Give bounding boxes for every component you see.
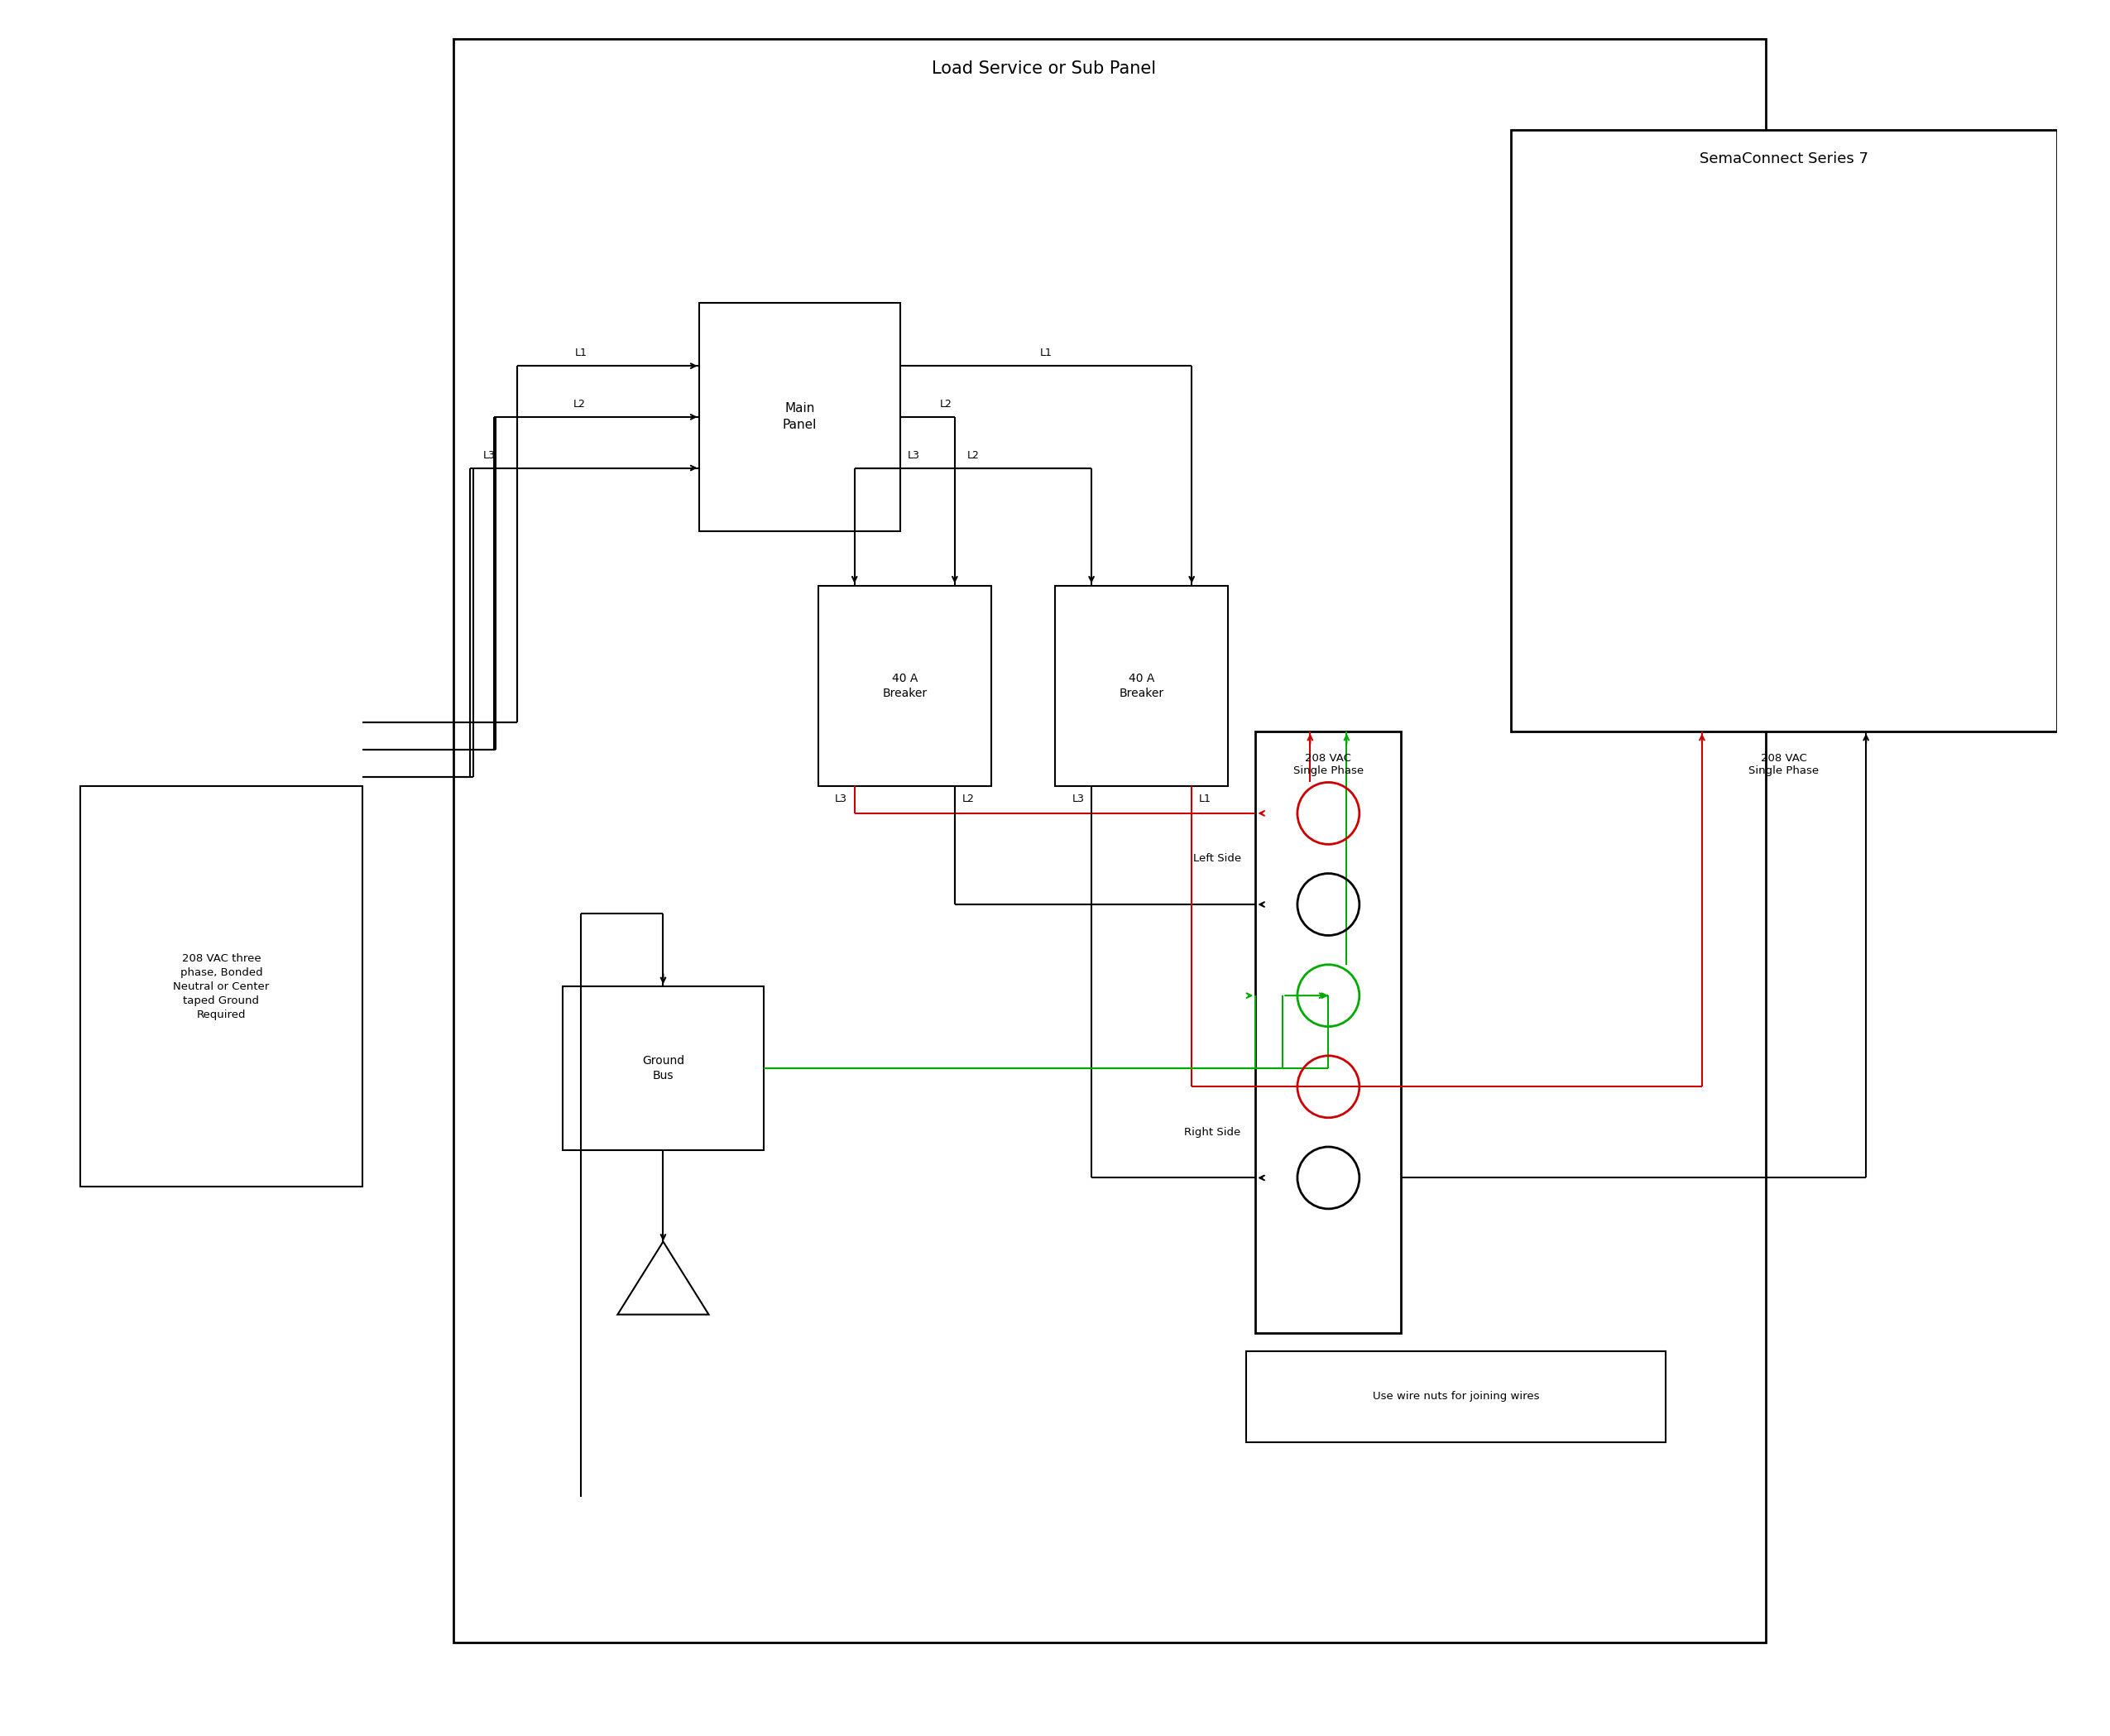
Text: Ground
Bus: Ground Bus: [641, 1055, 684, 1082]
Text: L2: L2: [574, 399, 584, 410]
Bar: [1247, 1351, 1665, 1443]
Text: Right Side: Right Side: [1184, 1127, 1241, 1137]
Text: Main
Panel: Main Panel: [783, 403, 817, 431]
Text: Left Side: Left Side: [1192, 854, 1241, 865]
Bar: [1255, 731, 1401, 1333]
Text: 208 VAC three
phase, Bonded
Neutral or Center
taped Ground
Required: 208 VAC three phase, Bonded Neutral or C…: [173, 953, 270, 1021]
Text: Use wire nuts for joining wires: Use wire nuts for joining wires: [1374, 1391, 1540, 1403]
Text: 40 A
Breaker: 40 A Breaker: [1118, 672, 1165, 700]
Text: 208 VAC
Single Phase: 208 VAC Single Phase: [1749, 753, 1819, 776]
Text: L2: L2: [939, 399, 952, 410]
Bar: [701, 304, 901, 531]
Bar: [819, 585, 992, 786]
Text: L1: L1: [576, 347, 587, 359]
Text: L2: L2: [966, 450, 979, 460]
Text: L3: L3: [836, 793, 848, 804]
Text: L2: L2: [962, 793, 975, 804]
Text: Load Service or Sub Panel: Load Service or Sub Panel: [933, 61, 1156, 76]
Bar: [1511, 130, 2057, 731]
Bar: [454, 38, 1766, 1642]
Text: L3: L3: [483, 450, 496, 460]
Text: SemaConnect Series 7: SemaConnect Series 7: [1701, 151, 1869, 167]
Text: L3: L3: [1072, 793, 1085, 804]
Bar: [80, 786, 363, 1187]
Text: 40 A
Breaker: 40 A Breaker: [882, 672, 926, 700]
Text: L1: L1: [1040, 347, 1053, 359]
Bar: [1055, 585, 1228, 786]
Text: L1: L1: [1198, 793, 1211, 804]
Text: L3: L3: [907, 450, 920, 460]
Bar: [563, 986, 764, 1151]
Text: 208 VAC
Single Phase: 208 VAC Single Phase: [1293, 753, 1363, 776]
